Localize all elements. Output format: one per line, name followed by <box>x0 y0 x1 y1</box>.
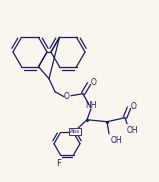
Text: OH: OH <box>111 136 123 145</box>
Text: O: O <box>131 102 137 111</box>
Text: O: O <box>91 78 97 87</box>
Text: O: O <box>64 92 70 101</box>
Text: F: F <box>56 159 61 168</box>
Text: Abs: Abs <box>70 129 80 134</box>
Text: NH: NH <box>85 101 97 110</box>
Text: OH: OH <box>127 126 139 135</box>
